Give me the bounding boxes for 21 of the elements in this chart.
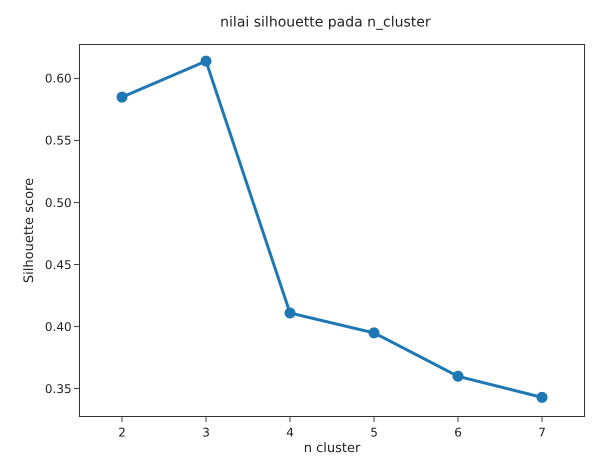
- y-tick-label: 0.60: [44, 72, 72, 86]
- y-tick-label: 0.35: [44, 382, 72, 396]
- y-tick-label: 0.45: [44, 258, 72, 272]
- x-axis-title: n cluster: [304, 441, 361, 456]
- y-axis-title: Silhouette score: [22, 178, 37, 284]
- x-tick-label: 4: [286, 425, 294, 440]
- point: [452, 370, 464, 382]
- point: [116, 92, 128, 103]
- point: [368, 327, 380, 338]
- y-tick-label: 0.50: [44, 196, 72, 210]
- point: [536, 392, 548, 403]
- x-tick-label: 2: [118, 425, 126, 440]
- x-tick-label: 7: [538, 425, 546, 440]
- point: [284, 308, 296, 319]
- x-tick-label: 3: [202, 425, 210, 440]
- y-tick-label: 0.40: [44, 320, 72, 334]
- point: [200, 56, 212, 67]
- y-tick-label: 0.55: [44, 134, 72, 148]
- chart-title: nilai silhouette pada n_cluster: [220, 14, 431, 30]
- x-tick-label: 6: [454, 425, 462, 440]
- x-tick-label: 5: [370, 425, 378, 440]
